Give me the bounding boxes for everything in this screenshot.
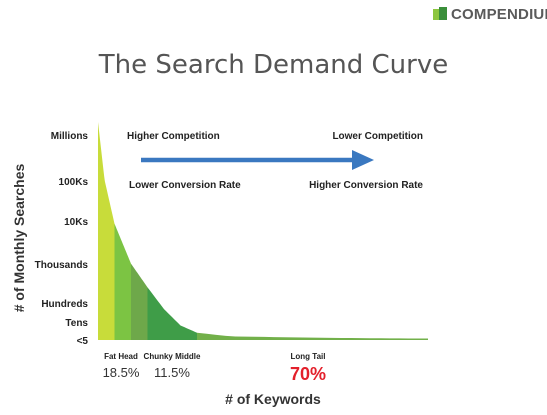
y-tick-label: Hundreds — [41, 299, 88, 310]
annotation-higher-conversion-rate: Higher Conversion Rate — [309, 180, 423, 191]
page-title: The Search Demand Curve — [98, 50, 449, 80]
segment-share-5: 70% — [290, 364, 326, 384]
curve-segment-3 — [131, 263, 148, 340]
segment-share-4: 11.5% — [154, 365, 190, 380]
direction-arrow-icon — [141, 150, 374, 170]
curve-segment-2 — [114, 223, 131, 340]
compendium-logo: COMPENDIUM™ — [433, 4, 547, 24]
y-tick-label: 100Ks — [59, 177, 89, 188]
curve-segment-5 — [197, 332, 428, 340]
annotation-lower-competition: Lower Competition — [332, 131, 423, 142]
annotation-lower-conversion-rate: Lower Conversion Rate — [129, 180, 241, 191]
segment-labels: Fat Head 18.5% Chunky Middle 11.5% Long Tail… — [103, 352, 326, 384]
curve-segment-4 — [147, 287, 197, 340]
segment-name-1: Fat Head — [104, 352, 138, 361]
y-tick-labels: Millions 100Ks 10Ks Thousands Hundreds Tens <5 — [35, 131, 89, 347]
annotation-higher-competition: Higher Competition — [127, 131, 220, 142]
y-tick-label: 10Ks — [64, 217, 88, 228]
curve-segment-1 — [98, 122, 115, 340]
segment-name-5: Long Tail — [291, 352, 326, 361]
segment-share-1: 18.5% — [103, 365, 140, 380]
segment-name-4: Chunky Middle — [144, 352, 201, 361]
logo-text: COMPENDIUM — [451, 5, 547, 23]
y-tick-label: Tens — [65, 318, 88, 329]
curve-segments — [98, 122, 428, 340]
y-tick-label: <5 — [77, 336, 89, 347]
y-tick-label: Millions — [51, 131, 89, 142]
x-axis-title: # of Keywords — [225, 391, 321, 407]
logo-mark-icon — [433, 7, 447, 20]
y-tick-label: Thousands — [35, 260, 89, 271]
y-axis-title: # of Monthly Searches — [11, 163, 27, 312]
